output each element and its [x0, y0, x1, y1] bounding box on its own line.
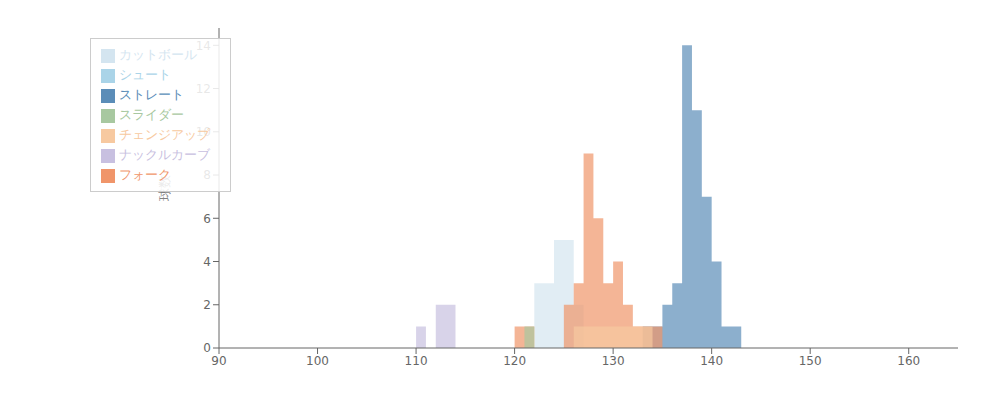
svg-text:6: 6 — [203, 212, 211, 226]
svg-text:14: 14 — [196, 39, 211, 53]
svg-text:160: 160 — [897, 354, 920, 368]
svg-text:12: 12 — [196, 82, 211, 96]
svg-text:90: 90 — [211, 354, 226, 368]
svg-text:8: 8 — [203, 168, 211, 182]
svg-text:100: 100 — [306, 354, 329, 368]
svg-text:4: 4 — [203, 255, 211, 269]
svg-text:110: 110 — [405, 354, 428, 368]
svg-text:球数: 球数 — [157, 175, 172, 201]
svg-text:150: 150 — [799, 354, 822, 368]
svg-text:120: 120 — [503, 354, 526, 368]
svg-text:140: 140 — [700, 354, 723, 368]
svg-text:10: 10 — [196, 125, 211, 139]
svg-text:2: 2 — [203, 298, 211, 312]
svg-text:0: 0 — [203, 341, 211, 355]
svg-text:130: 130 — [602, 354, 625, 368]
